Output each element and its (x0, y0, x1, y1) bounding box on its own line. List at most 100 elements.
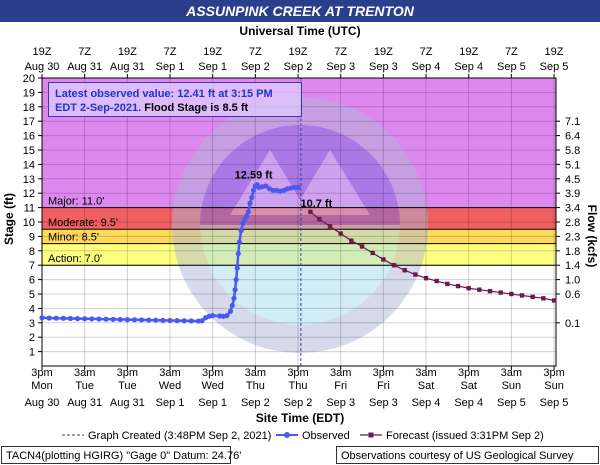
x-tick-day: Mon (31, 380, 52, 392)
observed-point (181, 318, 187, 324)
x-tick-date: Sep 1 (156, 397, 185, 409)
observed-point (153, 317, 159, 323)
flood-label-major: Major: 11.0' (48, 196, 104, 208)
x2-tick-date: Aug 31 (67, 61, 102, 73)
x2-tick-date: Sep 1 (156, 61, 185, 73)
y-tick-label: 10 (23, 217, 35, 229)
y-tick-label: 18 (23, 102, 35, 114)
observed-point (131, 317, 138, 323)
forecast-point (455, 283, 461, 289)
chart-title: ASSUNPINK CREEK AT TRENTON (185, 3, 415, 19)
observed-point (199, 318, 205, 324)
x2-tick-time: 7Z (249, 46, 262, 58)
x2-tick-date: Sep 2 (284, 61, 313, 73)
x2-tick-date: Sep 3 (326, 61, 355, 73)
y2-tick-label: 2.8 (565, 217, 580, 229)
x2-tick-date: Sep 4 (412, 61, 441, 73)
x-tick-date: Sep 5 (497, 397, 526, 409)
legend: Graph Created (3:48PM Sep 2, 2021) Obser… (62, 430, 544, 442)
forecast-point (466, 286, 471, 291)
flood-label-action: Action: 7.0' (48, 253, 102, 265)
forecast-point (402, 268, 407, 273)
x-tick-date: Aug 31 (67, 397, 102, 409)
x-tick-time: 3am (330, 367, 351, 379)
observed-point (160, 317, 166, 323)
observed-point (231, 295, 237, 301)
observed-point (138, 317, 145, 323)
x-tick-time: 3pm (117, 367, 138, 379)
observed-point (232, 287, 238, 293)
observed-point (188, 318, 194, 324)
x2-tick-time: 19Z (374, 46, 393, 58)
info-flood-stage-text: Flood Stage is 8.5 ft (141, 102, 248, 114)
y-tick-label: 20 (23, 73, 35, 85)
x-tick-date: Sep 4 (454, 397, 483, 409)
legend-graph-created: Graph Created (3:48PM Sep 2, 2021) (88, 430, 271, 442)
y-tick-label: 8 (29, 246, 35, 258)
y2-tick-label: 1.8 (565, 246, 580, 258)
y-tick-label: 13 (23, 174, 35, 186)
x2-tick-date: Sep 4 (454, 61, 483, 73)
legend-observed: Observed (302, 430, 350, 442)
y-tick-label: 2 (29, 332, 35, 344)
x2-tick-time: 19Z (289, 46, 308, 58)
observed-point (247, 200, 253, 206)
x-tick-date: Sep 5 (540, 397, 569, 409)
observed-point (243, 213, 250, 219)
x-tick-date: Aug 30 (25, 397, 60, 409)
x2-tick-date: Sep 1 (198, 61, 227, 73)
observed-point (67, 315, 74, 322)
forecast-point (519, 293, 525, 298)
y2-tick-label: 6.4 (565, 131, 580, 143)
x2-tick-date: Sep 3 (369, 61, 398, 73)
observed-point (233, 277, 239, 283)
forecast-point (381, 257, 386, 262)
x-tick-date: Sep 1 (198, 397, 227, 409)
observed-point (96, 316, 102, 322)
observed-point (39, 315, 45, 321)
observed-point (229, 302, 235, 309)
y2-tick-label: 3.9 (565, 188, 580, 200)
forecast-point (327, 224, 333, 229)
title-bar (0, 0, 600, 22)
x2-tick-date: Sep 5 (540, 61, 569, 73)
forecast-point (338, 231, 343, 236)
y2-tick-label: 5.1 (565, 159, 580, 171)
x2-tick-date: Aug 30 (25, 61, 60, 73)
observed-point (234, 265, 240, 271)
forecast-point (477, 287, 482, 292)
legend-forecast-marker (368, 432, 374, 438)
x-tick-time: 3am (415, 367, 436, 379)
observed-point (236, 239, 242, 245)
forecast-point (509, 291, 514, 297)
forecast-point (370, 250, 375, 256)
x-tick-day: Fri (334, 380, 347, 392)
x-tick-time: 3pm (31, 367, 52, 379)
y2-tick-label: 7.1 (565, 116, 580, 128)
observed-point (167, 317, 173, 324)
x2-tick-time: 19Z (545, 46, 564, 58)
observed-point (263, 183, 269, 189)
forecast-point (359, 244, 365, 249)
x-tick-day: Sun (502, 380, 522, 392)
observed-point (227, 308, 234, 314)
observed-point (146, 317, 152, 323)
x-tick-day: Sat (460, 380, 477, 392)
forecast-point (317, 216, 322, 222)
observed-point (250, 187, 257, 193)
observed-point (245, 209, 251, 215)
observed-point (103, 316, 109, 322)
footer-right-box (336, 446, 599, 464)
observed-point (295, 184, 301, 190)
info-box: Latest observed value: 12.41 ft at 3:15 … (48, 82, 302, 117)
x2-tick-time: 7Z (420, 46, 433, 58)
observed-point (210, 313, 216, 319)
peak-label: 12.59 ft (235, 170, 273, 182)
forecast-point (423, 275, 429, 281)
x-tick-day: Sat (418, 380, 435, 392)
x2-tick-date: Sep 2 (241, 61, 270, 73)
forecast-point (541, 296, 546, 301)
x-tick-day: Fri (377, 380, 390, 392)
x-tick-day: Thu (289, 380, 308, 392)
